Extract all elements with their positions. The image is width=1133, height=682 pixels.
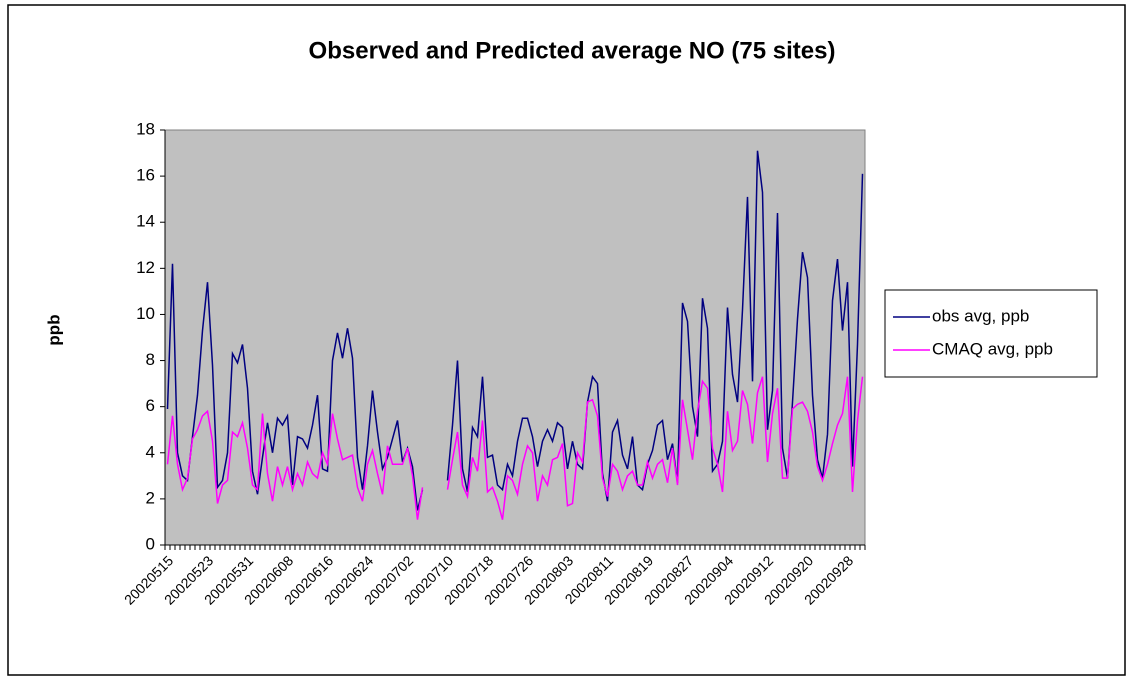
data-line [166, 376, 864, 520]
y-tick-label: 6 [146, 396, 155, 415]
y-tick-label: 18 [136, 119, 155, 138]
y-tick-label: 2 [146, 488, 155, 507]
legend-label: obs avg, ppb [932, 306, 1029, 325]
y-tick-label: 14 [136, 212, 155, 231]
y-tick-label: 16 [136, 166, 155, 185]
y-tick-label: 10 [136, 304, 155, 323]
y-axis-label: ppb [44, 314, 63, 345]
y-tick-label: 4 [146, 442, 155, 461]
plot-area [164, 129, 866, 546]
y-tick-label: 0 [146, 534, 155, 553]
chart-title: Observed and Predicted average NO (75 si… [309, 37, 836, 64]
legend-label: CMAQ avg, ppb [932, 339, 1053, 358]
y-tick-label: 8 [146, 350, 155, 369]
legend-box [884, 289, 1098, 378]
data-line [166, 150, 864, 511]
y-tick-label: 12 [136, 258, 155, 277]
